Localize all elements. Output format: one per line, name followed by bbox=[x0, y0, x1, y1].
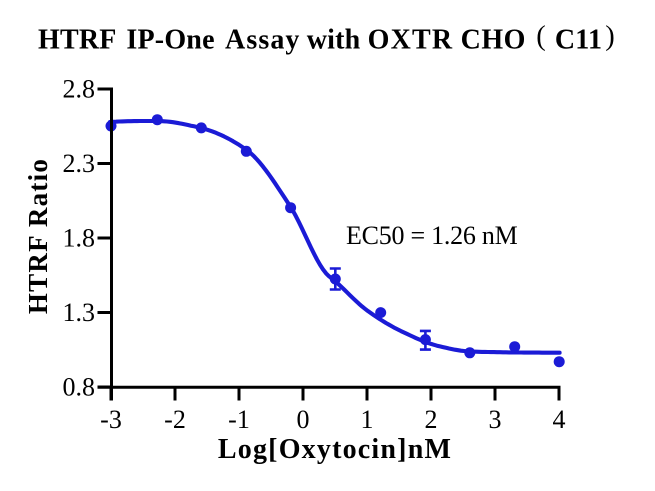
svg-text:2.3: 2.3 bbox=[63, 149, 96, 178]
svg-text:0.8: 0.8 bbox=[63, 372, 96, 401]
svg-text:OXTR: OXTR bbox=[368, 24, 454, 55]
svg-text:EC50 = 1.26 nM: EC50 = 1.26 nM bbox=[346, 221, 518, 250]
svg-text:1.3: 1.3 bbox=[63, 298, 96, 327]
svg-text:with: with bbox=[307, 24, 361, 55]
svg-text:4: 4 bbox=[553, 405, 566, 434]
svg-text:1.8: 1.8 bbox=[63, 223, 96, 252]
svg-text:HTRF: HTRF bbox=[38, 24, 117, 55]
svg-text:0: 0 bbox=[297, 405, 310, 434]
svg-text:): ) bbox=[605, 21, 615, 52]
svg-text:2.8: 2.8 bbox=[63, 74, 96, 103]
svg-text:Log[Oxytocin]nM: Log[Oxytocin]nM bbox=[218, 434, 452, 465]
svg-text:HTRF Ratio: HTRF Ratio bbox=[23, 158, 53, 314]
svg-text:C11: C11 bbox=[555, 24, 602, 55]
svg-text:Assay: Assay bbox=[225, 24, 301, 55]
svg-text:3: 3 bbox=[489, 405, 502, 434]
svg-text:-3: -3 bbox=[100, 405, 122, 434]
svg-text:-1: -1 bbox=[228, 405, 250, 434]
svg-text:1: 1 bbox=[361, 405, 374, 434]
svg-text:CHO: CHO bbox=[461, 24, 526, 55]
svg-text:(: ( bbox=[536, 21, 546, 52]
svg-text:-2: -2 bbox=[164, 405, 186, 434]
svg-text:IP-One: IP-One bbox=[126, 24, 214, 55]
svg-text:2: 2 bbox=[425, 405, 438, 434]
